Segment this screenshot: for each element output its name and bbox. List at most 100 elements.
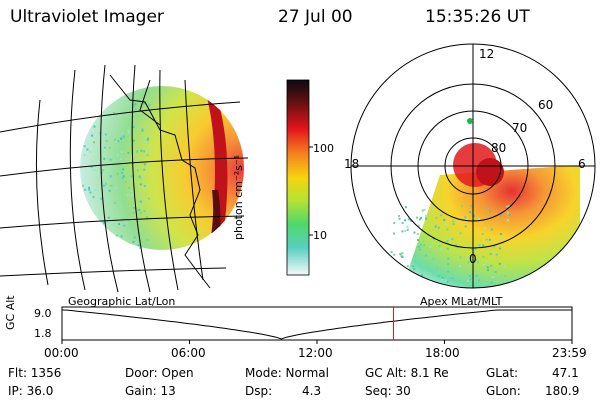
colorbar-tick-100: 100 — [313, 142, 334, 155]
speckle-dot — [139, 246, 142, 249]
speckle-dot — [103, 157, 106, 160]
speckle-dot — [107, 216, 110, 219]
speckle-dot — [425, 217, 427, 220]
speckle-dot — [446, 240, 449, 243]
speckle-dot — [423, 244, 426, 247]
speckle-dot — [471, 279, 474, 282]
speckle-dot — [140, 211, 143, 214]
speckle-dot — [401, 252, 404, 255]
speckle-dot — [495, 253, 498, 256]
speckle-dot — [485, 260, 488, 263]
speckle-dot — [434, 225, 437, 228]
speckle-dot — [401, 230, 404, 233]
speckle-dot — [432, 257, 435, 260]
speckle-dot — [100, 195, 103, 198]
speckle-dot — [464, 225, 467, 228]
speckle-dot — [419, 218, 422, 221]
speckle-dot — [125, 221, 128, 224]
speckle-dot — [474, 247, 477, 250]
speckle-dot — [133, 105, 136, 108]
lat-label-60: 60 — [538, 98, 554, 112]
speckle-dot — [139, 176, 142, 179]
speckle-dot — [494, 270, 497, 273]
speckle-dot — [104, 146, 107, 149]
speckle-dot — [122, 168, 125, 171]
speckle-dot — [469, 278, 472, 281]
speckle-dot — [466, 282, 469, 285]
speckle-dot — [86, 148, 89, 151]
speckle-dot — [105, 140, 108, 143]
speckle-dot — [108, 197, 111, 200]
speckle-dot — [143, 163, 146, 166]
speckle-dot — [485, 238, 488, 241]
glat-value: 47.1 — [552, 366, 579, 380]
speckle-dot — [120, 136, 123, 139]
speckle-dot — [84, 188, 87, 191]
polar-speckle — [390, 205, 511, 285]
mode-value: Mode: Normal — [245, 366, 329, 380]
speckle-dot — [487, 269, 489, 272]
speckle-dot — [499, 233, 502, 235]
speckle-dot — [482, 263, 485, 266]
lat-label-70: 70 — [512, 121, 528, 135]
speckle-dot — [140, 149, 143, 152]
speckle-dot — [456, 246, 459, 249]
speckle-dot — [103, 184, 106, 187]
speckle-dot — [475, 258, 478, 261]
speckle-dot — [88, 188, 91, 191]
speckle-dot — [147, 197, 150, 200]
speckle-dot — [138, 175, 141, 178]
speckle-dot — [451, 238, 454, 241]
speckle-dot — [141, 129, 144, 132]
speckle-dot — [489, 210, 492, 213]
speckle-dot — [117, 140, 120, 142]
speckle-dot — [433, 225, 436, 227]
speckle-dot — [421, 209, 424, 212]
speckle-dot — [467, 280, 470, 283]
speckle-dot — [120, 137, 123, 140]
speckle-dot — [417, 239, 420, 241]
speckle-dot — [404, 206, 407, 209]
speckle-dot — [121, 132, 124, 135]
geographic-panel-label: Geographic Lat/Lon — [68, 295, 176, 308]
speckle-dot — [406, 228, 409, 231]
speckle-dot — [89, 150, 92, 153]
speckle-dot — [435, 216, 438, 219]
speckle-dot — [455, 244, 458, 246]
speckle-dot — [469, 211, 472, 213]
speckle-dot — [133, 206, 136, 209]
geographic-image — [0, 64, 249, 293]
speckle-dot — [90, 165, 93, 168]
speckle-dot — [446, 247, 449, 250]
altitude-ytick-bottom: 1.8 — [34, 327, 52, 340]
speckle-dot — [122, 135, 125, 138]
speckle-dot — [400, 255, 403, 258]
speckle-dot — [458, 219, 460, 222]
speckle-dot — [507, 219, 509, 222]
speckle-dot — [393, 222, 396, 224]
polar-plot — [350, 43, 596, 289]
speckle-dot — [485, 207, 487, 209]
x-tick-4: 23:59 — [552, 346, 587, 360]
speckle-dot — [139, 183, 142, 186]
speckle-dot — [460, 205, 463, 208]
speckle-dot — [447, 257, 450, 260]
speckle-dot — [115, 140, 118, 143]
speckle-dot — [114, 201, 117, 204]
speckle-dot — [143, 168, 146, 171]
speckle-dot — [419, 243, 422, 246]
x-tick-0: 00:00 — [44, 346, 79, 360]
gain-value: Gain: 13 — [125, 384, 176, 398]
speckle-dot — [404, 229, 407, 232]
speckle-dot — [406, 265, 409, 268]
speckle-dot — [134, 108, 137, 111]
speckle-dot — [124, 181, 127, 184]
speckle-dot — [92, 196, 95, 199]
speckle-dot — [127, 129, 130, 132]
speckle-dot — [116, 154, 119, 157]
speckle-dot — [505, 205, 508, 208]
speckle-dot — [490, 281, 493, 284]
speckle-dot — [120, 151, 123, 154]
dsp-value: 4.3 — [302, 384, 322, 398]
speckle-dot — [130, 194, 133, 197]
